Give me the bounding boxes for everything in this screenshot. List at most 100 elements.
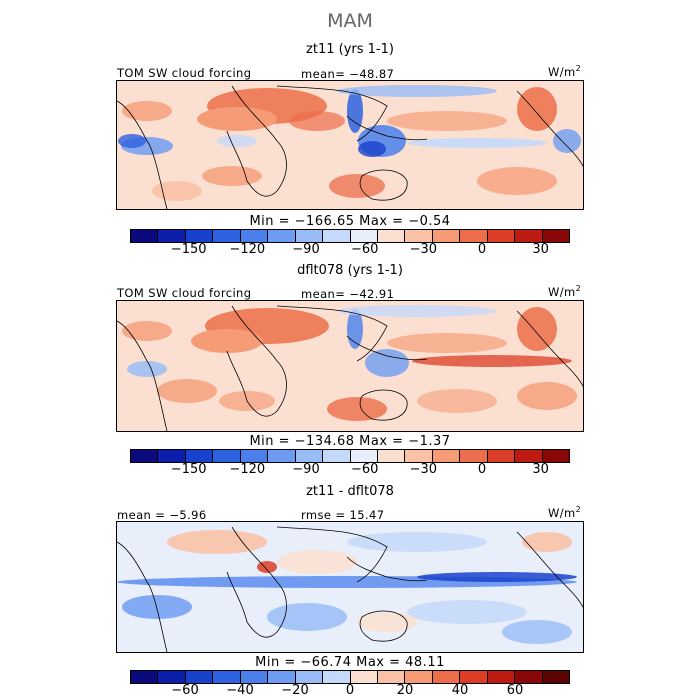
panel-2-coastlines xyxy=(117,305,583,431)
panel-3-rmse: rmse = 15.47 xyxy=(301,508,385,522)
colorbar-tick-label: 0 xyxy=(477,462,487,477)
colorbar-swatch xyxy=(240,230,269,242)
panel-2-field-label: TOM SW cloud forcing xyxy=(117,286,252,300)
panel-2-colorbar xyxy=(130,449,570,463)
colorbar-swatch xyxy=(213,450,241,462)
colorbar-swatch xyxy=(542,671,569,683)
panel-3-colorbar xyxy=(130,670,570,684)
colorbar-swatch xyxy=(268,450,296,462)
panel-1-units: W/m2 xyxy=(548,64,582,79)
colorbar-swatch xyxy=(240,671,269,683)
panel-1-colorbar xyxy=(130,229,570,243)
colorbar-swatch xyxy=(323,450,351,462)
panel-1-map xyxy=(116,80,584,210)
colorbar-swatch xyxy=(460,671,488,683)
colorbar-swatch xyxy=(432,671,461,683)
colorbar-tick-label: −60 xyxy=(350,242,379,257)
panel-1-field-label: TOM SW cloud forcing xyxy=(117,66,252,80)
colorbar-tick-label: 20 xyxy=(396,683,414,698)
colorbar-swatch xyxy=(377,671,406,683)
colorbar-swatch xyxy=(323,230,351,242)
colorbar-swatch xyxy=(295,450,324,462)
colorbar-swatch xyxy=(295,671,324,683)
panel-2-cloud-forcing-field xyxy=(122,305,577,421)
panel-3-min-max: Min = −66.74 Max = 48.11 xyxy=(255,655,445,670)
colorbar-swatch xyxy=(405,450,433,462)
colorbar-swatch xyxy=(405,230,433,242)
figure-season-title: MAM xyxy=(327,10,373,32)
colorbar-swatch xyxy=(542,450,569,462)
colorbar-tick-label: −40 xyxy=(226,683,254,698)
colorbar-swatch xyxy=(158,230,186,242)
panel-1-field xyxy=(117,85,583,209)
colorbar-swatch xyxy=(213,671,241,683)
colorbar-tick-label: −60 xyxy=(350,462,379,477)
colorbar-swatch xyxy=(185,450,214,462)
panel-3-mean: mean = −5.96 xyxy=(117,508,207,522)
colorbar-swatch xyxy=(131,671,159,683)
colorbar-swatch xyxy=(350,450,378,462)
colorbar-swatch xyxy=(158,671,186,683)
colorbar-tick-label: 30 xyxy=(532,242,549,257)
panel-1-coastlines xyxy=(117,85,583,209)
colorbar-swatch xyxy=(377,450,406,462)
panel-3-title: zt11 - dflt078 xyxy=(306,484,394,499)
colorbar-swatch xyxy=(240,450,269,462)
panel-2-title: dflt078 (yrs 1-1) xyxy=(297,263,403,278)
colorbar-swatch xyxy=(515,230,543,242)
colorbar-swatch xyxy=(268,671,296,683)
colorbar-swatch xyxy=(487,230,516,242)
colorbar-swatch xyxy=(542,230,569,242)
colorbar-tick-label: 30 xyxy=(532,462,549,477)
colorbar-swatch xyxy=(295,230,324,242)
colorbar-swatch xyxy=(405,671,433,683)
colorbar-swatch xyxy=(350,671,378,683)
colorbar-swatch xyxy=(377,230,406,242)
colorbar-tick-label: −90 xyxy=(292,242,320,257)
colorbar-swatch xyxy=(515,671,543,683)
colorbar-swatch xyxy=(323,671,351,683)
panel-1-title: zt11 (yrs 1-1) xyxy=(306,42,394,57)
panel-2-min-max: Min = −134.68 Max = −1.37 xyxy=(249,434,451,449)
colorbar-tick-label: 60 xyxy=(506,683,524,698)
colorbar-tick-label: −150 xyxy=(170,242,207,257)
colorbar-swatch xyxy=(432,450,461,462)
colorbar-tick-label: 40 xyxy=(451,683,469,698)
panel-3-map xyxy=(116,521,584,653)
colorbar-swatch xyxy=(213,230,241,242)
panel-3-units: W/m2 xyxy=(548,505,582,520)
colorbar-tick-label: −150 xyxy=(170,462,207,477)
colorbar-swatch xyxy=(460,450,488,462)
colorbar-tick-label: −30 xyxy=(409,462,438,477)
colorbar-swatch xyxy=(158,450,186,462)
colorbar-tick-label: 0 xyxy=(477,242,487,257)
panel-2-field xyxy=(117,305,583,431)
colorbar-swatch xyxy=(131,450,159,462)
colorbar-swatch xyxy=(131,230,159,242)
colorbar-tick-label: 0 xyxy=(345,683,355,698)
colorbar-swatch xyxy=(350,230,378,242)
panel-1-cloud-forcing-field xyxy=(118,85,581,201)
colorbar-tick-label: −90 xyxy=(292,462,320,477)
panel-3-difference-field xyxy=(117,530,577,644)
panel-3-coastlines xyxy=(117,526,583,652)
colorbar-swatch xyxy=(460,230,488,242)
colorbar-swatch xyxy=(185,230,214,242)
panel-3-field xyxy=(117,526,583,652)
colorbar-swatch xyxy=(487,671,516,683)
colorbar-tick-label: −120 xyxy=(229,242,266,257)
colorbar-tick-label: −120 xyxy=(229,462,266,477)
colorbar-swatch xyxy=(185,671,214,683)
colorbar-swatch xyxy=(515,450,543,462)
panel-2-mean: mean= −42.91 xyxy=(301,287,395,301)
panel-2-map xyxy=(116,300,584,432)
colorbar-tick-label: −30 xyxy=(409,242,438,257)
colorbar-swatch xyxy=(487,450,516,462)
panel-1-mean: mean= −48.87 xyxy=(301,67,395,81)
colorbar-tick-label: −20 xyxy=(281,683,309,698)
colorbar-tick-label: −60 xyxy=(171,683,199,698)
panel-1-min-max: Min = −166.65 Max = −0.54 xyxy=(249,214,451,229)
colorbar-swatch xyxy=(268,230,296,242)
colorbar-swatch xyxy=(432,230,461,242)
panel-2-units: W/m2 xyxy=(548,284,582,299)
